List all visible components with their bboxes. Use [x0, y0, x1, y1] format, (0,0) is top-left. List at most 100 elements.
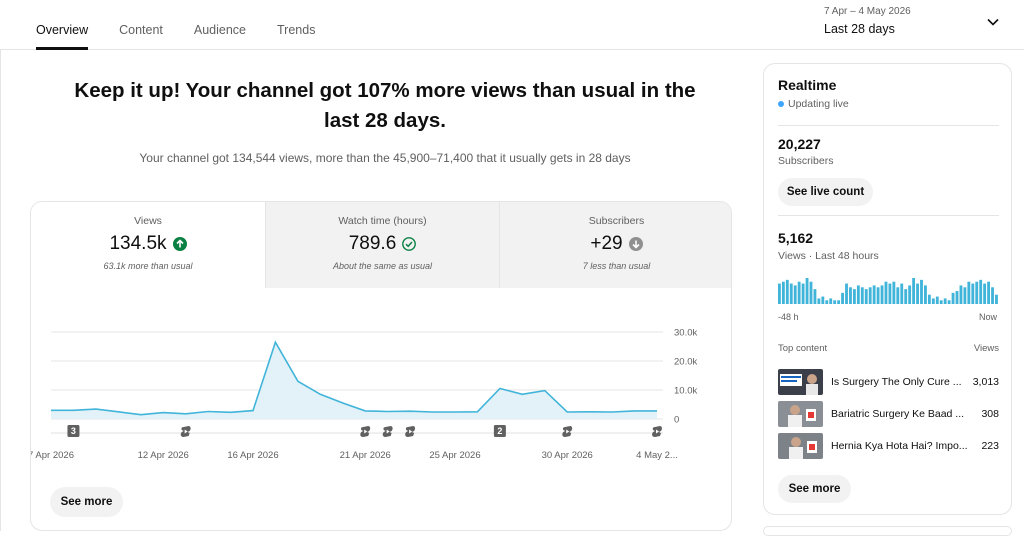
- tab-overview[interactable]: Overview: [36, 0, 88, 50]
- divider: [778, 215, 999, 216]
- realtime-bar: [916, 284, 919, 304]
- realtime-status-text: Updating live: [788, 98, 849, 110]
- realtime-bar: [837, 300, 840, 304]
- realtime-bar: [814, 289, 817, 304]
- realtime-bar: [877, 287, 880, 304]
- y-tick-label: 0: [674, 415, 679, 426]
- realtime-bar: [952, 293, 955, 304]
- top-content-item[interactable]: Hernia Kya Hota Hai? Impo... 223: [778, 433, 999, 459]
- metric-value: 789.6: [349, 233, 397, 255]
- summary-headline: Keep it up! Your channel got 107% more v…: [60, 76, 710, 136]
- realtime-bar: [802, 284, 805, 304]
- video-views: 3,013: [973, 376, 999, 388]
- realtime-bar: [849, 287, 852, 304]
- metric-label: Views: [31, 215, 265, 227]
- tab-audience[interactable]: Audience: [194, 0, 246, 50]
- live-dot-icon: [778, 101, 784, 107]
- upload-count-marker: 2: [494, 425, 506, 437]
- top-content-item[interactable]: Bariatric Surgery Ke Baad ... 308: [778, 401, 999, 427]
- views-count: 5,162: [778, 230, 813, 246]
- realtime-bar: [873, 285, 876, 304]
- axis-end-label: Now: [979, 312, 997, 322]
- shorts-icon: [181, 426, 191, 437]
- realtime-bar: [885, 282, 888, 304]
- tab-content[interactable]: Content: [119, 0, 163, 50]
- date-range-dates: 7 Apr – 4 May 2026: [824, 6, 911, 17]
- check-circle-icon: [402, 237, 416, 251]
- date-range-label: Last 28 days: [824, 22, 911, 36]
- realtime-bar: [794, 285, 797, 304]
- realtime-see-more-button[interactable]: See more: [778, 475, 851, 503]
- realtime-bar: [896, 287, 899, 304]
- arrow-up-icon: [173, 237, 187, 251]
- realtime-bar: [778, 284, 781, 304]
- realtime-bar: [841, 293, 844, 304]
- realtime-bar: [782, 282, 785, 304]
- video-views: 308: [981, 408, 999, 420]
- realtime-views-bar-chart: [778, 274, 999, 304]
- chart-see-more-button[interactable]: See more: [50, 487, 123, 517]
- date-range-selector[interactable]: 7 Apr – 4 May 2026 Last 28 days: [824, 6, 911, 36]
- video-views: 223: [981, 440, 999, 452]
- metric-tab-views[interactable]: Views 134.5k 63.1k more than usual: [31, 202, 265, 288]
- arrow-down-icon: [629, 237, 643, 251]
- chevron-down-icon[interactable]: [986, 15, 1000, 29]
- realtime-bar: [833, 300, 836, 304]
- realtime-status: Updating live: [778, 98, 849, 110]
- axis-start-label: -48 h: [778, 312, 799, 322]
- see-live-count-button[interactable]: See live count: [778, 178, 873, 206]
- metric-value-row: +29: [500, 233, 732, 255]
- metric-value: +29: [590, 233, 622, 255]
- realtime-bar: [944, 298, 947, 304]
- shorts-icon: [360, 426, 370, 437]
- realtime-bar: [924, 285, 927, 304]
- x-tick-label: 25 Apr 2026: [429, 450, 480, 461]
- x-tick-label: 7 Apr 2026: [31, 450, 74, 461]
- realtime-bar: [932, 298, 935, 304]
- realtime-bar: [865, 289, 868, 304]
- realtime-bar: [920, 280, 923, 304]
- realtime-bar: [971, 284, 974, 304]
- realtime-bar: [786, 280, 789, 304]
- metric-value-row: 789.6: [266, 233, 499, 255]
- analytics-header: Overview Content Audience Trends 7 Apr –…: [0, 0, 1024, 50]
- realtime-bar: [817, 298, 820, 304]
- metric-value-row: 134.5k: [31, 233, 265, 255]
- realtime-bar: [983, 284, 986, 304]
- top-content-header: Top content Views: [778, 343, 999, 354]
- views-label: Views · Last 48 hours: [778, 250, 879, 262]
- video-thumbnail: [778, 369, 823, 395]
- y-tick-label: 20.0k: [674, 357, 697, 368]
- metric-tab-watch-time[interactable]: Watch time (hours) 789.6 About the same …: [265, 202, 499, 288]
- realtime-bar: [853, 289, 856, 304]
- top-content-label: Top content: [778, 343, 827, 354]
- realtime-bar: [963, 287, 966, 304]
- x-tick-label: 12 Apr 2026: [138, 450, 189, 461]
- realtime-bar: [928, 295, 931, 304]
- realtime-bar: [936, 297, 939, 304]
- realtime-bar: [821, 297, 824, 304]
- realtime-bar: [908, 285, 911, 304]
- top-content-metric-label: Views: [974, 343, 999, 354]
- upload-count-label: 2: [497, 426, 502, 436]
- metric-tabs: Views 134.5k 63.1k more than usual Watch…: [31, 202, 732, 288]
- metric-tab-subscribers[interactable]: Subscribers +29 7 less than usual: [499, 202, 732, 288]
- tab-trends[interactable]: Trends: [277, 0, 315, 50]
- realtime-bar: [987, 282, 990, 304]
- realtime-bar: [975, 282, 978, 304]
- realtime-bar: [912, 278, 915, 304]
- video-title: Is Surgery The Only Cure ...: [831, 376, 962, 388]
- subscriber-label: Subscribers: [778, 155, 833, 167]
- realtime-bar: [810, 282, 813, 304]
- y-tick-label: 10.0k: [674, 386, 697, 397]
- metric-label: Watch time (hours): [266, 215, 499, 227]
- realtime-bar: [995, 295, 998, 304]
- realtime-bar: [956, 291, 959, 304]
- video-title: Hernia Kya Hota Hai? Impo...: [831, 440, 968, 452]
- x-tick-label: 30 Apr 2026: [542, 450, 593, 461]
- metric-note: 7 less than usual: [500, 261, 732, 271]
- x-tick-label: 16 Apr 2026: [227, 450, 278, 461]
- video-title: Bariatric Surgery Ke Baad ...: [831, 408, 964, 420]
- overview-chart-card: Views 134.5k 63.1k more than usual Watch…: [30, 201, 732, 531]
- top-content-item[interactable]: Is Surgery The Only Cure ... 3,013: [778, 369, 999, 395]
